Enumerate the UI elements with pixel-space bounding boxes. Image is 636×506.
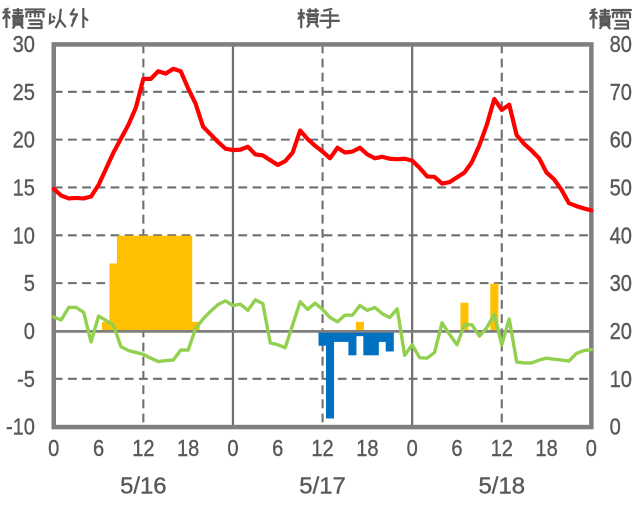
svg-text:20: 20 bbox=[610, 318, 632, 345]
svg-text:12: 12 bbox=[491, 434, 513, 461]
svg-text:0: 0 bbox=[407, 434, 418, 461]
svg-text:6: 6 bbox=[451, 434, 462, 461]
svg-text:12: 12 bbox=[311, 434, 333, 461]
svg-text:-10: -10 bbox=[6, 413, 35, 440]
svg-text:5: 5 bbox=[24, 270, 35, 297]
svg-text:30: 30 bbox=[13, 31, 35, 58]
svg-text:80: 80 bbox=[610, 31, 632, 58]
svg-text:15: 15 bbox=[13, 174, 35, 201]
svg-text:70: 70 bbox=[610, 78, 632, 105]
svg-text:0: 0 bbox=[48, 434, 59, 461]
svg-text:0: 0 bbox=[586, 434, 597, 461]
svg-text:0: 0 bbox=[24, 318, 35, 345]
svg-text:6: 6 bbox=[93, 434, 104, 461]
svg-text:0: 0 bbox=[610, 413, 621, 440]
svg-text:10: 10 bbox=[13, 222, 35, 249]
svg-text:30: 30 bbox=[610, 270, 632, 297]
svg-text:5/16: 5/16 bbox=[120, 473, 167, 499]
svg-text:18: 18 bbox=[177, 434, 199, 461]
svg-text:18: 18 bbox=[535, 434, 557, 461]
svg-text:5/17: 5/17 bbox=[299, 473, 346, 499]
svg-text:12: 12 bbox=[132, 434, 154, 461]
svg-text:18: 18 bbox=[356, 434, 378, 461]
svg-text:0: 0 bbox=[227, 434, 238, 461]
svg-text:60: 60 bbox=[610, 126, 632, 153]
svg-text:20: 20 bbox=[13, 126, 35, 153]
svg-text:25: 25 bbox=[13, 78, 35, 105]
svg-text:40: 40 bbox=[610, 222, 632, 249]
svg-text:50: 50 bbox=[610, 174, 632, 201]
svg-text:10: 10 bbox=[610, 365, 632, 392]
svg-text:-5: -5 bbox=[17, 365, 35, 392]
svg-text:6: 6 bbox=[272, 434, 283, 461]
svg-text:5/18: 5/18 bbox=[479, 473, 526, 499]
